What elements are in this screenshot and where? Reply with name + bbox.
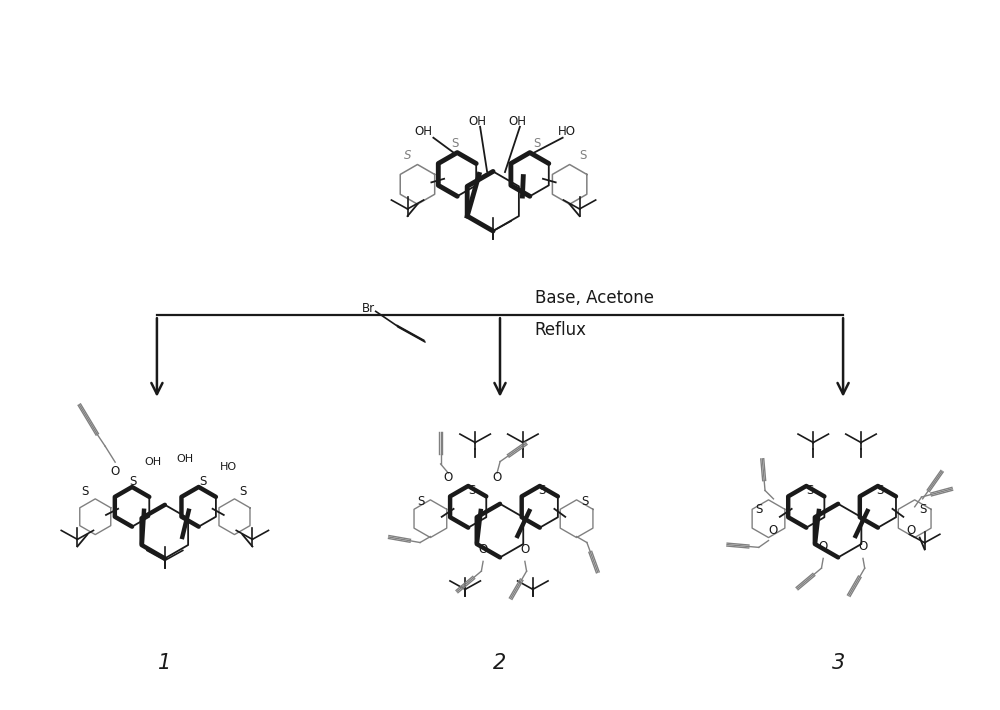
Text: OH: OH [414,125,432,138]
Text: S: S [581,495,588,508]
Text: S: S [919,503,926,515]
Text: O: O [520,543,529,557]
Text: Base, Acetone: Base, Acetone [535,290,654,307]
Text: S: S [239,485,246,498]
Text: S: S [199,475,206,488]
Text: O: O [858,540,868,554]
Text: S: S [129,475,137,488]
Text: S: S [404,148,411,162]
Text: S: S [876,484,884,497]
Text: HO: HO [558,125,576,138]
Text: S: S [755,503,762,515]
Text: O: O [819,540,828,554]
Text: OH: OH [508,115,526,128]
Text: 3: 3 [831,652,845,672]
Text: S: S [538,484,545,497]
Text: S: S [579,148,586,162]
Text: O: O [111,465,120,478]
Text: HO: HO [220,462,237,472]
Text: OH: OH [144,457,162,467]
Text: O: O [769,523,778,537]
Text: Br: Br [362,302,375,315]
Text: O: O [444,471,453,484]
Text: S: S [417,495,424,508]
Text: S: S [82,485,89,498]
Text: 2: 2 [493,652,507,672]
Text: O: O [478,543,488,557]
Text: OH: OH [468,115,486,128]
Text: S: S [452,136,459,150]
Text: S: S [468,484,476,497]
Text: Reflux: Reflux [535,321,587,339]
Text: O: O [492,471,502,484]
Text: S: S [807,484,814,497]
Text: O: O [906,523,915,537]
Text: 1: 1 [158,652,171,672]
Text: OH: OH [176,454,193,464]
Text: S: S [533,136,540,150]
